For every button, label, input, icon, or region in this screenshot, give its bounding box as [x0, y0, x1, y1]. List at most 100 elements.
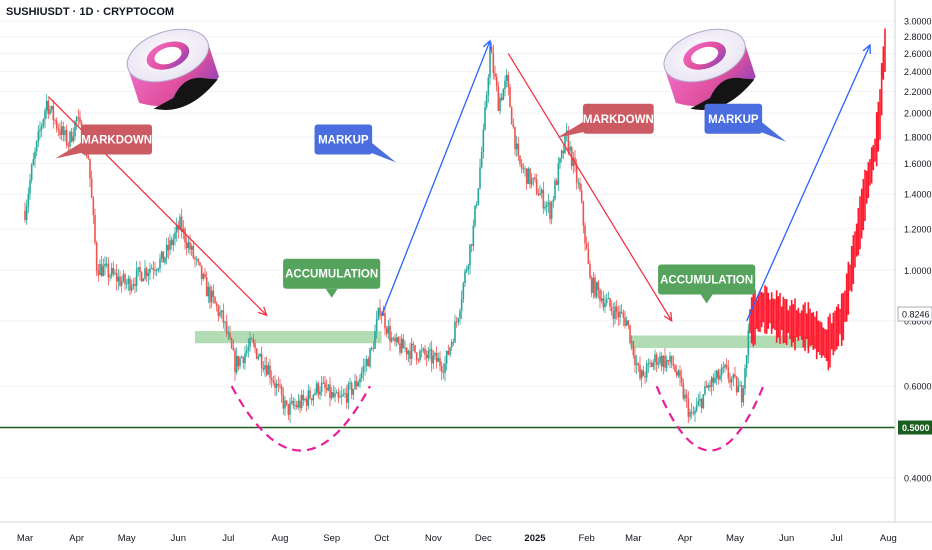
candle-body — [710, 377, 713, 388]
candle-body — [374, 331, 376, 349]
candle-body — [747, 330, 750, 356]
candle-body — [532, 177, 535, 179]
candle-body — [25, 206, 28, 221]
candle-body — [245, 350, 248, 354]
candle-body — [742, 388, 745, 403]
candle-body — [144, 268, 146, 279]
candle-body — [179, 216, 181, 230]
candle-body — [142, 278, 145, 282]
price-tick-label: 1.8000 — [904, 132, 932, 142]
candle-body — [299, 400, 301, 408]
candle-body — [455, 321, 458, 323]
price-tick-label: 1.4000 — [904, 189, 932, 199]
candle-body — [119, 276, 121, 286]
candle-body — [545, 204, 548, 207]
candle-body — [314, 392, 316, 395]
candle-body — [100, 263, 103, 276]
time-tick-label: Oct — [374, 533, 389, 544]
candle-body — [379, 307, 381, 316]
candle-body — [354, 381, 356, 389]
candle-body — [342, 393, 345, 395]
candle-body — [272, 380, 275, 383]
candle-body — [60, 126, 63, 135]
candle-body — [124, 274, 126, 285]
candle-body — [294, 405, 296, 407]
candle-body — [639, 365, 641, 379]
label-box — [704, 103, 763, 134]
candle-body — [37, 131, 40, 142]
candle-body — [155, 270, 158, 271]
candle-body — [334, 393, 336, 397]
candle-body — [65, 130, 68, 146]
candle-body — [529, 168, 531, 185]
candle-body — [29, 180, 31, 194]
candle-body — [687, 398, 690, 417]
candle-body — [524, 168, 526, 170]
candle-body — [454, 321, 456, 343]
candle-body — [227, 333, 230, 334]
candle-body — [645, 363, 648, 378]
candle-body — [609, 298, 611, 307]
candle-body — [477, 188, 480, 205]
candle-body — [385, 328, 388, 334]
candle-body — [169, 240, 171, 251]
candle-body — [217, 306, 220, 316]
candle-body — [577, 182, 580, 184]
candle-body — [447, 350, 450, 355]
accumulation-label: ACCUMULATION — [283, 258, 381, 298]
candle-body — [280, 386, 283, 395]
candle-body — [534, 177, 536, 180]
candle-body — [237, 355, 240, 367]
candle-body — [57, 128, 60, 131]
candle-body — [604, 303, 606, 308]
candle-body — [197, 259, 200, 263]
candle-body — [62, 126, 65, 136]
label-pointer — [556, 120, 585, 138]
candle-body — [242, 356, 245, 364]
candle-body — [432, 355, 435, 364]
candle-body — [175, 225, 178, 233]
logo-seaweed — [153, 77, 218, 110]
candle-body — [615, 306, 618, 313]
candle-body — [365, 358, 368, 366]
candle-body — [554, 180, 556, 200]
candle-body — [252, 339, 255, 344]
candle-body — [302, 394, 305, 400]
candle-body — [139, 267, 141, 273]
last-price-tag — [897, 306, 932, 322]
candle-body — [675, 371, 678, 376]
candle-body — [90, 178, 93, 198]
candle-body — [290, 401, 293, 403]
candle-body — [549, 202, 551, 220]
time-tick-label: Mar — [17, 533, 33, 544]
candle-body — [624, 317, 626, 326]
candle-body — [537, 194, 540, 196]
candle-body — [657, 362, 660, 365]
candle-body — [107, 263, 110, 278]
candle-body — [744, 368, 746, 389]
candle-body — [180, 216, 183, 232]
candle-body — [87, 156, 90, 159]
candle-body — [72, 136, 75, 142]
label-box — [314, 124, 373, 155]
candle-body — [295, 405, 298, 408]
candle-body — [282, 394, 285, 409]
candle-body — [510, 107, 513, 125]
price-tick-label: 2.8000 — [904, 32, 932, 42]
candle-body — [64, 130, 66, 136]
candle-body — [140, 272, 143, 282]
candle-body — [277, 383, 280, 386]
candle-body — [487, 77, 490, 96]
candle-body — [659, 355, 661, 363]
candle-body — [652, 362, 655, 367]
candle-body — [349, 383, 351, 384]
candle-body — [667, 360, 670, 362]
candle-body — [104, 263, 106, 267]
candle-body — [70, 131, 73, 142]
candle-body — [442, 371, 445, 373]
candle-body — [234, 350, 236, 373]
time-tick-label: May — [118, 533, 136, 544]
candle-body — [224, 321, 226, 323]
candle-body — [525, 168, 528, 184]
